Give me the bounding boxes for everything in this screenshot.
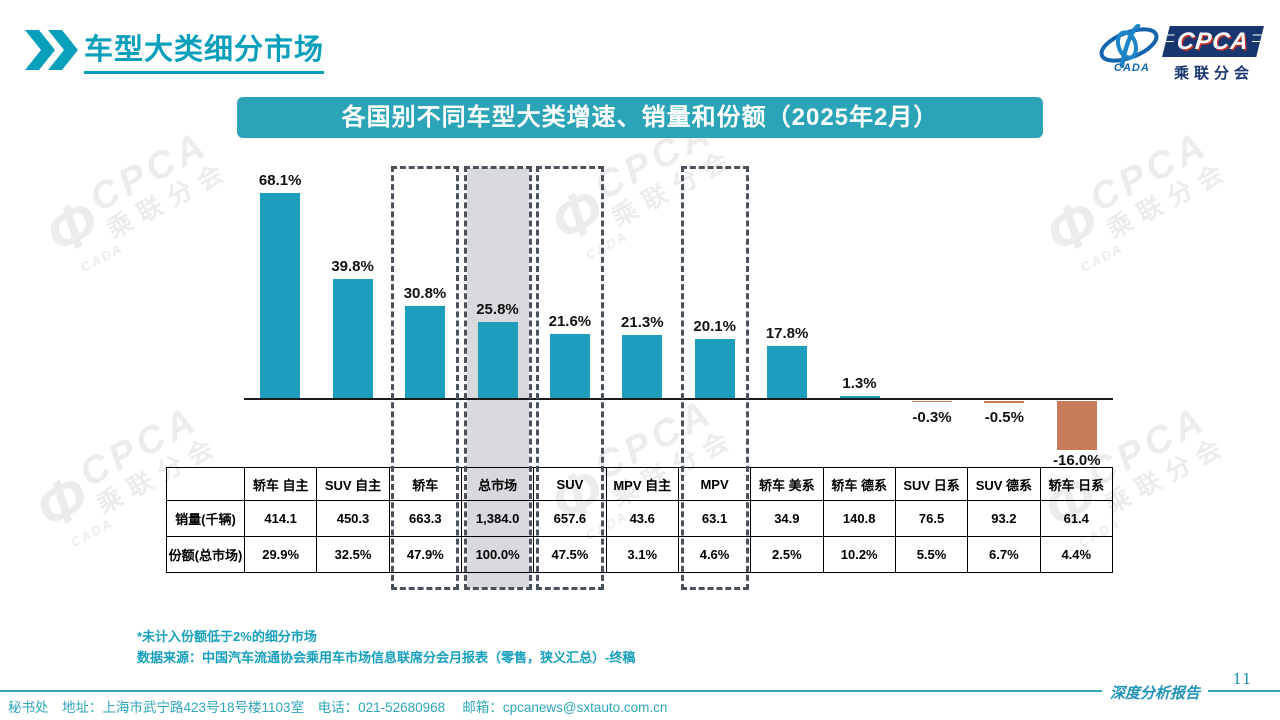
cpca-logo-box: CPCA [1162, 26, 1264, 57]
footnote-source: 数据来源：中国汽车流通协会乘用车市场信息联席分会月报表（零售，狭义汇总）-终稿 [137, 650, 636, 665]
chart-bar [477, 322, 518, 400]
report-type-label: 深度分析报告 [1109, 684, 1200, 702]
table-row: 份额(总市场) 29.9% 32.5% 47.9% 100.0% 47.5% 3.1% 4.6… [166, 536, 1114, 573]
table-cell: 93.2 [967, 500, 1041, 537]
chart-bar [549, 334, 590, 400]
table-cell: 34.9 [750, 500, 824, 537]
table-cell: 43.6 [605, 500, 679, 537]
table-corner-cell [166, 467, 245, 501]
bar-value-label: 68.1% [258, 172, 302, 189]
footer-divider-right [1208, 690, 1280, 692]
table-cell: 1,384.0 [460, 500, 535, 537]
table-cell: 4.6% [677, 536, 752, 573]
highlight-box [680, 166, 749, 590]
footnote-threshold: *未计入份额低于2%的细分市场 [137, 629, 317, 644]
highlight-box [535, 166, 604, 590]
column-header: 轿车 美系 [750, 467, 824, 501]
secretariat-contact: 秘书处 地址：上海市武宁路423号18号楼1103室 电话：021-526809… [8, 700, 668, 715]
chart-bar [912, 401, 952, 402]
chart-bar [260, 193, 301, 400]
cada-swoosh-watermark-icon: Φ [34, 186, 110, 269]
watermark-society-text: 乘联分会 [1100, 430, 1234, 520]
bar-value-label: 39.8% [331, 258, 374, 275]
bar-value-label: -0.3% [912, 409, 952, 426]
column-header: 轿车 德系 [822, 467, 896, 501]
table-cell: 140.8 [822, 500, 896, 537]
bar-value-label: 20.1% [693, 318, 736, 335]
column-header: SUV [533, 467, 607, 501]
column-header: SUV 德系 [967, 467, 1041, 501]
chart-bar [332, 279, 373, 400]
cada-swoosh-watermark-icon: Φ [24, 461, 100, 544]
watermark-society-text: 乘联分会 [1102, 155, 1236, 245]
column-header: 总市场 [460, 467, 535, 501]
table-cell: 47.5% [533, 536, 607, 573]
highlight-box [463, 166, 532, 590]
segment-data-table: 轿车 自主 SUV 自主 轿车 总市场 SUV MPV 自主 MPV 轿车 美系 轿车 德系 SU… [166, 467, 1114, 573]
page-number: 11 [1232, 670, 1252, 688]
column-header: MPV 自主 [605, 467, 679, 501]
table-cell: 100.0% [460, 536, 535, 573]
chart-bar [622, 335, 663, 400]
bar-value-label: -16.0% [1053, 452, 1101, 469]
table-cell: 2.5% [750, 536, 824, 573]
chart-bar [694, 339, 735, 400]
chart-title-banner: 各国别不同车型大类增速、销量和份额（2025年2月） [237, 97, 1043, 138]
bar-value-label: 1.3% [842, 375, 877, 392]
highlight-box [391, 166, 459, 590]
table-cell: 5.5% [894, 536, 969, 573]
column-header: 轿车 [388, 467, 462, 501]
x-axis-baseline [244, 398, 1113, 400]
double-chevron-icon [25, 30, 79, 75]
table-cell: 61.4 [1039, 500, 1114, 537]
cada-swoosh-icon [1096, 23, 1162, 73]
table-cell: 47.9% [388, 536, 462, 573]
column-header: 轿车 日系 [1039, 467, 1114, 501]
table-cell: 6.7% [967, 536, 1041, 573]
column-header: SUV 日系 [894, 467, 969, 501]
table-cell: 657.6 [533, 500, 607, 537]
bar-value-label: 30.8% [403, 285, 447, 302]
table-cell: 414.1 [243, 500, 318, 537]
table-cell: 63.1 [677, 500, 752, 537]
chart-bar [767, 346, 808, 400]
column-header: 轿车 自主 [243, 467, 318, 501]
cada-logo-text: CADA [1114, 62, 1150, 74]
table-cell: 10.2% [822, 536, 896, 573]
table-cell: 663.3 [388, 500, 462, 537]
chart-bar [1056, 401, 1097, 450]
page-title: 车型大类细分市场 [84, 26, 325, 74]
bar-value-label: -0.5% [984, 409, 1024, 426]
table-cell: 3.1% [605, 536, 679, 573]
column-header: SUV 自主 [316, 467, 390, 501]
bar-value-label: 21.3% [621, 314, 664, 331]
chart-area: 68.1% 39.8% 30.8% 25.8% 21.6% 21.3% 20.1% 17.8%… [166, 160, 1114, 595]
footnotes: *未计入份额低于2%的细分市场 数据来源：中国汽车流通协会乘用车市场信息联席分会… [137, 626, 635, 668]
row-header: 份额(总市场) [166, 536, 245, 573]
table-cell: 29.9% [243, 536, 318, 573]
chart-bar [405, 306, 445, 400]
chart-bar [984, 401, 1025, 403]
row-header: 销量(千辆) [166, 500, 245, 537]
bar-value-label: 25.8% [476, 301, 519, 318]
cpca-society-text: 乘联分会 [1173, 65, 1254, 82]
table-cell: 4.4% [1039, 536, 1114, 573]
footer-divider-left [0, 690, 1102, 692]
table-cell: 76.5 [894, 500, 969, 537]
bar-value-label: 17.8% [765, 325, 809, 342]
table-cell: 32.5% [316, 536, 390, 573]
bar-value-label: 21.6% [548, 313, 592, 330]
table-cell: 450.3 [316, 500, 390, 537]
table-row: 销量(千辆) 414.1 450.3 663.3 1,384.0 657.6 43.6 63.… [166, 500, 1114, 537]
cpca-logo-text: CPCA [1172, 27, 1254, 56]
